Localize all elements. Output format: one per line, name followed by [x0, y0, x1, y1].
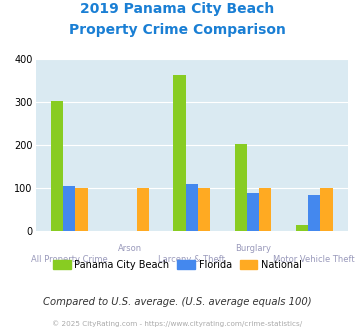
Text: 2019 Panama City Beach: 2019 Panama City Beach	[80, 2, 275, 16]
Bar	[186, 184, 198, 231]
Bar	[259, 188, 271, 231]
Bar	[198, 188, 210, 231]
Bar	[51, 101, 63, 231]
Text: Property Crime Comparison: Property Crime Comparison	[69, 23, 286, 37]
Bar	[173, 75, 186, 231]
Text: Burglary: Burglary	[235, 244, 271, 253]
Bar	[63, 186, 75, 231]
Text: © 2025 CityRating.com - https://www.cityrating.com/crime-statistics/: © 2025 CityRating.com - https://www.city…	[53, 321, 302, 327]
Bar	[320, 188, 333, 231]
Bar	[308, 194, 320, 231]
Bar	[235, 144, 247, 231]
Bar	[137, 188, 149, 231]
Legend: Panama City Beach, Florida, National: Panama City Beach, Florida, National	[49, 256, 306, 274]
Text: Arson: Arson	[118, 244, 142, 253]
Text: All Property Crime: All Property Crime	[31, 255, 108, 264]
Bar	[296, 225, 308, 231]
Text: Compared to U.S. average. (U.S. average equals 100): Compared to U.S. average. (U.S. average …	[43, 297, 312, 307]
Bar	[247, 193, 259, 231]
Text: Larceny & Theft: Larceny & Theft	[158, 255, 225, 264]
Bar	[75, 188, 88, 231]
Text: Motor Vehicle Theft: Motor Vehicle Theft	[273, 255, 355, 264]
